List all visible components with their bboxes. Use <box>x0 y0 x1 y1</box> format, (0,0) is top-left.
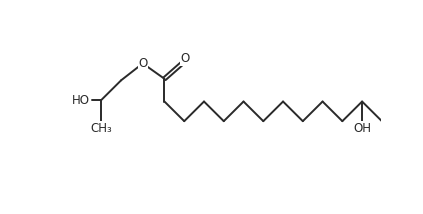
Text: OH: OH <box>353 122 371 135</box>
Text: O: O <box>139 56 148 70</box>
Text: CH₃: CH₃ <box>90 122 112 135</box>
Text: O: O <box>181 52 190 65</box>
Text: HO: HO <box>72 94 90 107</box>
